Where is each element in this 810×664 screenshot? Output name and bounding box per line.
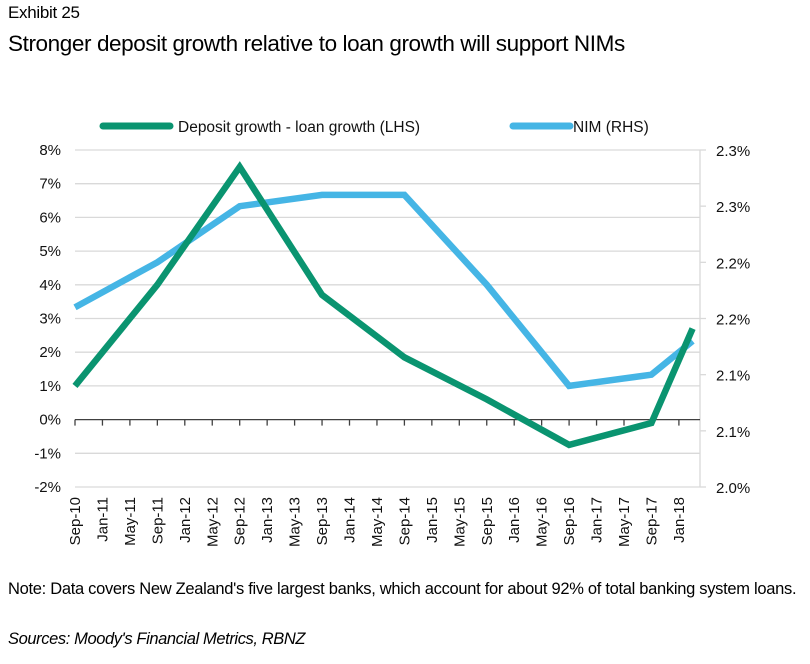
left-tick-label: 5% — [39, 243, 61, 260]
chart-title: Stronger deposit growth relative to loan… — [8, 31, 625, 56]
right-tick-label: 2.1% — [716, 368, 750, 385]
series-line-nim — [73, 191, 695, 390]
x-tick-label: May-15 — [451, 497, 468, 547]
right-tick-label: 2.2% — [716, 312, 750, 329]
left-tick-label: -1% — [34, 445, 61, 462]
x-tick-label: Jan-14 — [342, 497, 359, 543]
right-tick-label: 2.0% — [716, 480, 750, 497]
right-axis-tick-labels: 2.0% 2.1% 2.1% 2.2% 2.2% 2.3% 2.3% — [716, 143, 750, 497]
footnote: Note: Data covers New Zealand's five lar… — [8, 580, 797, 598]
series-lines — [72, 161, 696, 449]
legend-label-deposit: Deposit growth - loan growth (LHS) — [178, 119, 420, 136]
line-chart: -2% -1% 0% 1% 2% 3% 4% 5% 6% 7% 8% 2.0% 2.1% 2.1% 2.2… — [34, 119, 750, 547]
x-tick-label: Sep-16 — [561, 497, 578, 545]
right-tick-label: 2.3% — [716, 143, 750, 160]
left-tick-label: 2% — [39, 344, 61, 361]
right-axis — [699, 149, 706, 488]
left-tick-label: 3% — [39, 311, 61, 328]
x-tick-label: May-14 — [369, 497, 386, 547]
legend-label-nim: NIM (RHS) — [573, 119, 649, 136]
x-tick-label: May-11 — [122, 497, 139, 546]
x-tick-label: May-16 — [534, 497, 551, 547]
zero-axis — [74, 418, 700, 426]
x-tick-label: Sep-10 — [67, 497, 84, 545]
x-tick-label: Sep-11 — [149, 497, 166, 544]
left-tick-label: 7% — [39, 176, 61, 193]
x-tick-label: Sep-15 — [479, 497, 496, 545]
x-tick-label: Jan-18 — [671, 497, 688, 543]
x-tick-label: Sep-14 — [396, 497, 413, 545]
x-tick-label: May-12 — [204, 497, 221, 547]
series-line-deposit-growth — [72, 161, 696, 449]
x-tick-label: Jan-15 — [424, 497, 441, 543]
x-tick-label: May-17 — [616, 497, 633, 547]
exhibit-label: Exhibit 25 — [8, 3, 80, 22]
left-tick-label: -2% — [34, 479, 61, 496]
right-tick-label: 2.3% — [716, 199, 750, 216]
x-tick-label: Sep-12 — [232, 497, 249, 545]
x-tick-label: Jan-16 — [506, 497, 523, 543]
x-tick-label: Sep-13 — [314, 497, 331, 545]
sources: Sources: Moody's Financial Metrics, RBNZ — [8, 630, 306, 648]
x-axis-tick-labels: Sep-10 Jan-11 May-11 Sep-11 Jan-12 May-12 Sep-… — [67, 497, 688, 547]
left-tick-label: 4% — [39, 277, 61, 294]
right-tick-label: 2.2% — [716, 255, 750, 272]
x-tick-label: Sep-17 — [643, 497, 660, 545]
left-axis-tick-labels: -2% -1% 0% 1% 2% 3% 4% 5% 6% 7% 8% — [34, 142, 61, 496]
legend: Deposit growth - loan growth (LHS) NIM (… — [99, 119, 649, 136]
x-tick-label: Jan-12 — [177, 497, 194, 543]
left-tick-label: 1% — [39, 378, 61, 395]
left-tick-label: 8% — [39, 142, 61, 159]
left-tick-label: 6% — [39, 209, 61, 226]
x-tick-label: Jan-11 — [94, 497, 111, 542]
left-tick-label: 0% — [39, 412, 61, 429]
x-tick-label: Jan-13 — [259, 497, 276, 543]
x-tick-label: Jan-17 — [589, 497, 606, 543]
right-tick-label: 2.1% — [716, 424, 750, 441]
x-tick-label: May-13 — [287, 497, 304, 547]
